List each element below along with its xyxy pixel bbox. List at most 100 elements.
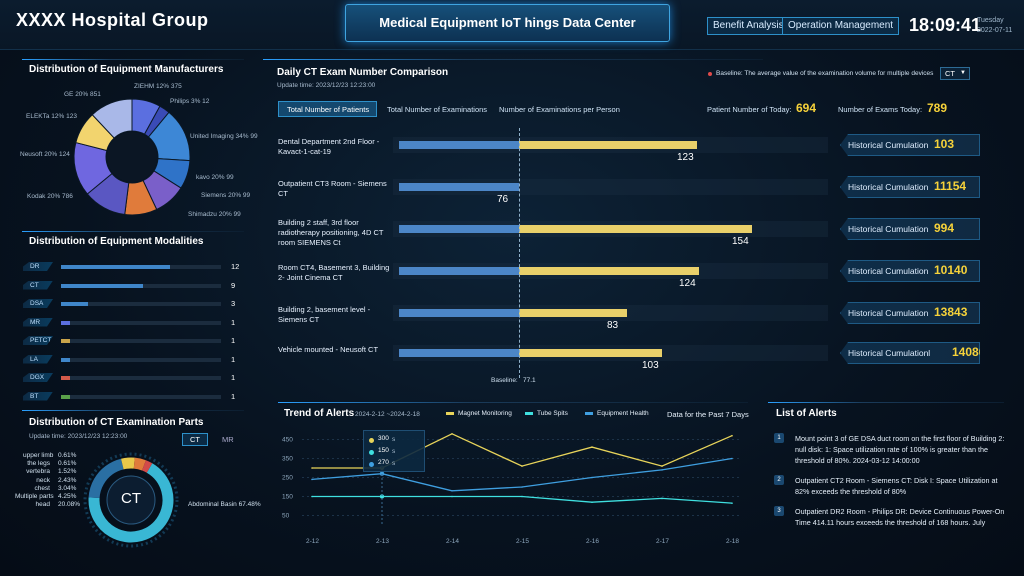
tooltip-swatch	[369, 438, 374, 443]
baseline-label: Baseline:	[491, 377, 518, 384]
modality-tag: DSA	[23, 299, 53, 308]
tooltip-unit: s	[392, 448, 396, 455]
tab-total-examinations[interactable]: Total Number of Examinations	[387, 105, 488, 114]
ct-center-label: CT	[121, 490, 141, 507]
data-point	[521, 495, 523, 498]
data-point	[731, 434, 733, 437]
row-value: 83	[607, 320, 619, 331]
tab-ct[interactable]: CT	[182, 433, 208, 446]
baseline-value: 77.1	[523, 377, 536, 384]
tab-total-patients[interactable]: Total Number of Patients	[278, 101, 377, 117]
alert-number-badge: 3	[774, 506, 784, 516]
data-point	[521, 465, 523, 467]
data-point	[311, 495, 313, 498]
ct-part-pct: 4.25%	[58, 493, 77, 500]
mfr-label: Neusoft 20% 124	[20, 151, 70, 158]
value-bar	[519, 225, 752, 233]
ct-part-pct: 0.61%	[58, 452, 77, 459]
alert-item[interactable]: Outpatient CT2 Room - Siemens CT: Disk I…	[795, 476, 998, 496]
y-tick-label: 250	[282, 475, 293, 482]
modality-tag: DR	[23, 262, 53, 271]
ct-parts-update-time: Update time: 2023/12/23 12:23:00	[29, 433, 128, 440]
baseline-bar	[399, 183, 519, 191]
modality-bar-fill	[61, 302, 88, 306]
data-point	[591, 501, 593, 503]
divider	[278, 402, 748, 403]
historical-label: Historical Cumulation	[848, 266, 929, 276]
data-point	[311, 467, 313, 469]
page-title: Medical Equipment IoT hings Data Center	[345, 4, 670, 42]
value-bar	[519, 349, 662, 357]
divider	[22, 231, 244, 232]
weekday: Tuesday	[977, 17, 1004, 24]
modality-count: 1	[231, 391, 236, 401]
modality-bar-fill	[61, 394, 70, 399]
row-value: 154	[732, 236, 749, 247]
modality-tag: MR	[23, 318, 53, 327]
tooltip-swatch	[369, 462, 374, 467]
value-bar	[519, 309, 627, 317]
x-tick-label: 2-16	[586, 538, 599, 545]
modality-count: 1	[231, 317, 236, 327]
modality-count: 1	[231, 354, 236, 364]
alert-item[interactable]: Outpatient DR2 Room - Philips DR: Device…	[795, 507, 1005, 527]
row-label: Outpatient CT3 Room - Siemens CT	[278, 179, 387, 198]
data-point	[521, 486, 523, 488]
data-point	[661, 469, 663, 471]
historical-cumulation-box: Historical Cumulation 994	[840, 218, 980, 240]
row-value: 124	[679, 278, 696, 289]
historical-cumulation-box: Historical Cumulation 10140	[840, 260, 980, 282]
tab-exams-per-person[interactable]: Number of Examinations per Person	[499, 105, 620, 114]
baseline-bar	[399, 225, 519, 233]
data-point	[731, 502, 733, 504]
trend-period: Data for the Past 7 Days	[667, 410, 749, 419]
x-tick-label: 2-15	[516, 538, 529, 545]
benefit-analysis-button[interactable]: Benefit Analysis	[707, 17, 790, 35]
ct-part-name: Multiple parts	[15, 493, 54, 500]
row-label: Room CT4, Basement 3, Building 2- Joint …	[278, 263, 390, 282]
baseline-bar	[399, 267, 519, 275]
ct-part-name: the legs	[27, 460, 50, 468]
historical-label: Historical Cumulationl	[848, 348, 931, 358]
row-value: 103	[642, 360, 659, 371]
baseline-line	[519, 128, 520, 378]
historical-value: 14086	[952, 345, 986, 359]
modality-bar-fill	[61, 376, 70, 380]
mfr-label: Kodak 20% 786	[27, 193, 73, 200]
modality-select-value: CT	[945, 69, 955, 78]
manufacturers-donut-chart	[73, 98, 191, 216]
x-tick-label: 2-17	[656, 538, 669, 545]
legend-label: Tube Spits	[537, 410, 568, 417]
x-tick-label: 2-14	[446, 538, 459, 545]
trend-title: Trend of Alerts	[284, 408, 355, 419]
modality-select[interactable]: CT ▼	[940, 67, 970, 80]
value-bar	[519, 267, 699, 275]
patient-today-label: Patient Number of Today:	[707, 105, 792, 114]
baseline-dot-icon	[708, 72, 712, 76]
tooltip-unit: s	[392, 460, 396, 467]
modality-bar-track	[61, 320, 221, 325]
historical-value: 994	[934, 221, 955, 235]
tooltip-value: 150	[378, 447, 389, 454]
data-point	[451, 495, 453, 498]
historical-value: 13843	[934, 305, 968, 319]
baseline-bar	[399, 141, 519, 149]
legend-label: Equipment Health	[597, 410, 649, 417]
historical-cumulation-box: Historical Cumulation 11154	[840, 176, 980, 198]
data-point	[661, 465, 663, 467]
alert-item[interactable]: Mount point 3 of GE DSA duct room on the…	[795, 434, 1005, 465]
clock: 18:09:41	[909, 15, 982, 35]
baseline-note: Baseline: The average value of the exami…	[716, 70, 934, 77]
modality-tag: DGX	[23, 373, 53, 382]
ct-part-name: upper limb	[23, 452, 54, 459]
data-point	[591, 476, 593, 479]
exams-today-value: 789	[927, 101, 948, 115]
data-point	[311, 478, 313, 481]
manufacturers-title: Distribution of Equipment Manufacturers	[29, 64, 224, 75]
modalities-title: Distribution of Equipment Modalities	[29, 236, 204, 247]
historical-cumulation-box: Historical Cumulation 103	[840, 134, 980, 156]
operation-management-button[interactable]: Operation Management	[782, 17, 900, 35]
tab-mr[interactable]: MR	[222, 435, 234, 444]
mfr-label: GE 20% 851	[64, 91, 101, 98]
ct-part-pct: 2.43%	[58, 476, 77, 484]
